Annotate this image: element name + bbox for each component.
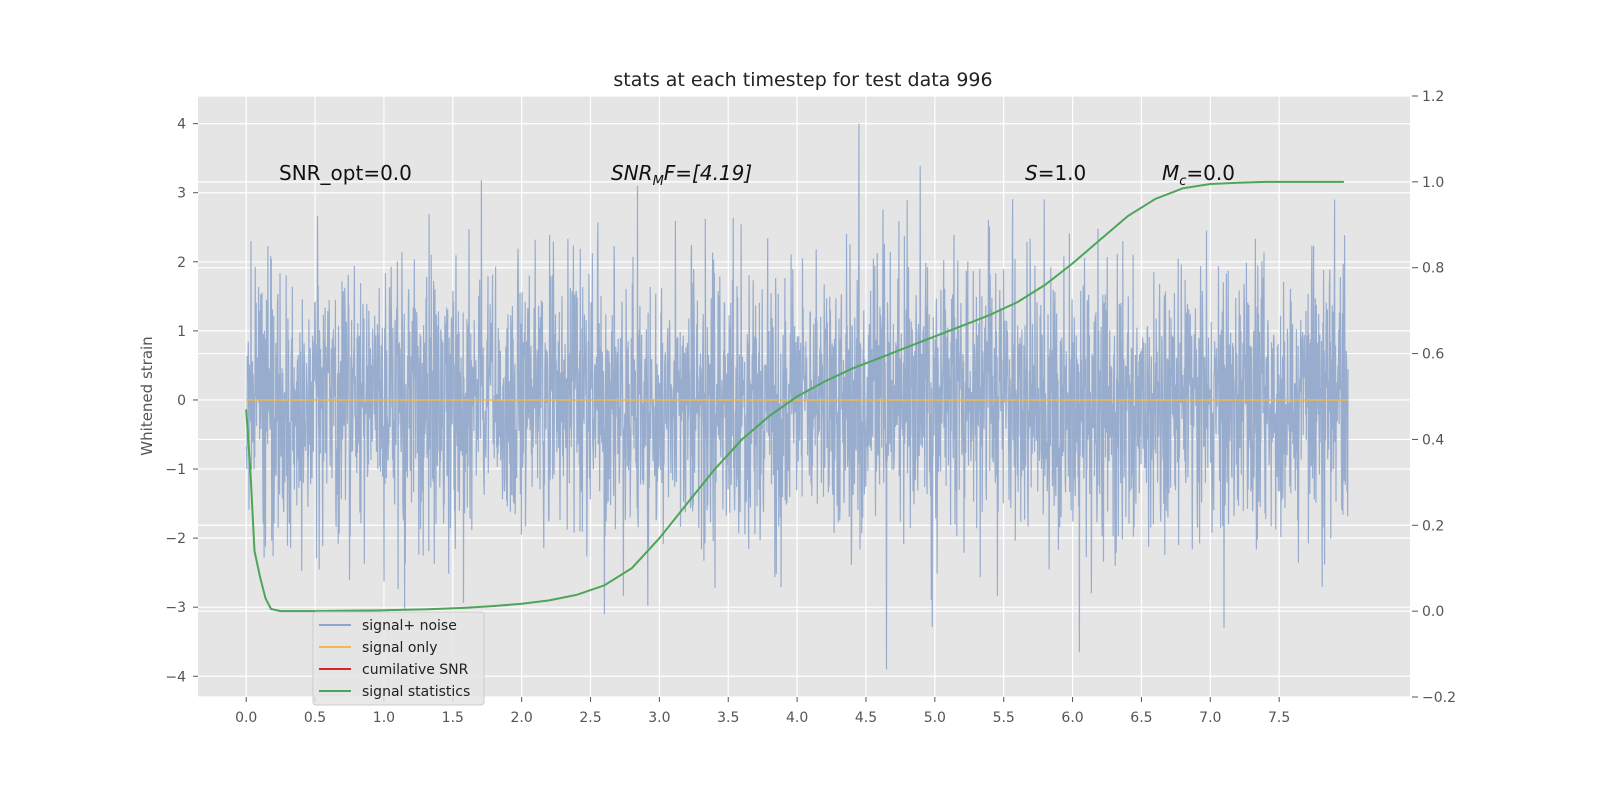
y-tick-label: −3 (165, 600, 186, 616)
series-line-signal-statistics (245, 180, 1344, 613)
x-tick-label: 4.5 (855, 710, 877, 726)
x-tick-label: 2.0 (511, 710, 533, 726)
legend-label: signal statistics (362, 684, 470, 700)
annotation-s: S=1.0 (1025, 161, 1086, 185)
y2-tick-label: 1.2 (1422, 89, 1444, 105)
y-axis-label: Whitened strain (138, 336, 156, 455)
y-axis-left: 4 3 2 1 0 −1 −2 −3 −4 (165, 117, 198, 685)
y-tick-label: 3 (177, 186, 186, 202)
y2-tick-label: 0.8 (1422, 261, 1444, 277)
y2-tick-label: 0.2 (1422, 518, 1444, 534)
y-tick-label: −2 (165, 531, 186, 547)
x-axis: 0.0 0.5 1.0 1.5 2.0 2.5 3.0 3.5 4.0 4.5 5.0 5.5 6.0 6… (235, 697, 1290, 726)
y2-tick-label: −0.2 (1422, 690, 1456, 706)
x-tick-label: 5.0 (924, 710, 946, 726)
x-tick-label: 1.0 (373, 710, 395, 726)
y-tick-label: 2 (177, 255, 186, 271)
y-tick-label: 0 (177, 393, 186, 409)
legend-box (312, 611, 485, 706)
x-tick-label: 3.0 (648, 710, 670, 726)
chart-title: stats at each timestep for test data 996 (613, 69, 992, 91)
y2-tick-label: 0.4 (1422, 432, 1444, 448)
x-tick-label: 2.5 (579, 710, 601, 726)
x-tick-label: 1.5 (442, 710, 464, 726)
y-axis-right: 1.2 1.0 0.8 0.6 0.4 0.2 0.0 −0.2 (1412, 89, 1456, 706)
x-tick-label: 6.5 (1130, 710, 1152, 726)
y-tick-label: 4 (177, 117, 186, 133)
y-tick-label: 1 (177, 324, 186, 340)
legend-label: cumilative SNR (362, 662, 469, 678)
y-tick-label: −4 (165, 669, 186, 685)
x-tick-label: 5.5 (993, 710, 1015, 726)
x-tick-label: 4.0 (786, 710, 808, 726)
x-tick-label: 6.0 (1061, 710, 1083, 726)
y2-tick-label: 0.6 (1422, 347, 1444, 363)
annotation-snr-opt: SNR_opt=0.0 (279, 161, 412, 185)
x-tick-label: 0.0 (235, 710, 257, 726)
x-tick-label: 0.5 (304, 710, 326, 726)
x-tick-label: 7.5 (1268, 710, 1290, 726)
x-tick-label: 3.5 (717, 710, 739, 726)
legend-label: signal+ noise (362, 618, 457, 634)
y2-tick-label: 0.0 (1422, 604, 1444, 620)
x-tick-label: 7.0 (1199, 710, 1221, 726)
annotation-snr-mf: SNRMF=[4.19] (611, 161, 752, 189)
series-layer (245, 180, 1349, 613)
y2-tick-label: 1.0 (1422, 175, 1444, 191)
annotation-mc: Mc=0.0 (1162, 161, 1235, 189)
y-tick-label: −1 (165, 462, 186, 478)
legend: signal+ noise signal only cumilative SNR si… (312, 611, 485, 706)
legend-label: signal only (362, 640, 437, 656)
grid (198, 95, 1410, 698)
